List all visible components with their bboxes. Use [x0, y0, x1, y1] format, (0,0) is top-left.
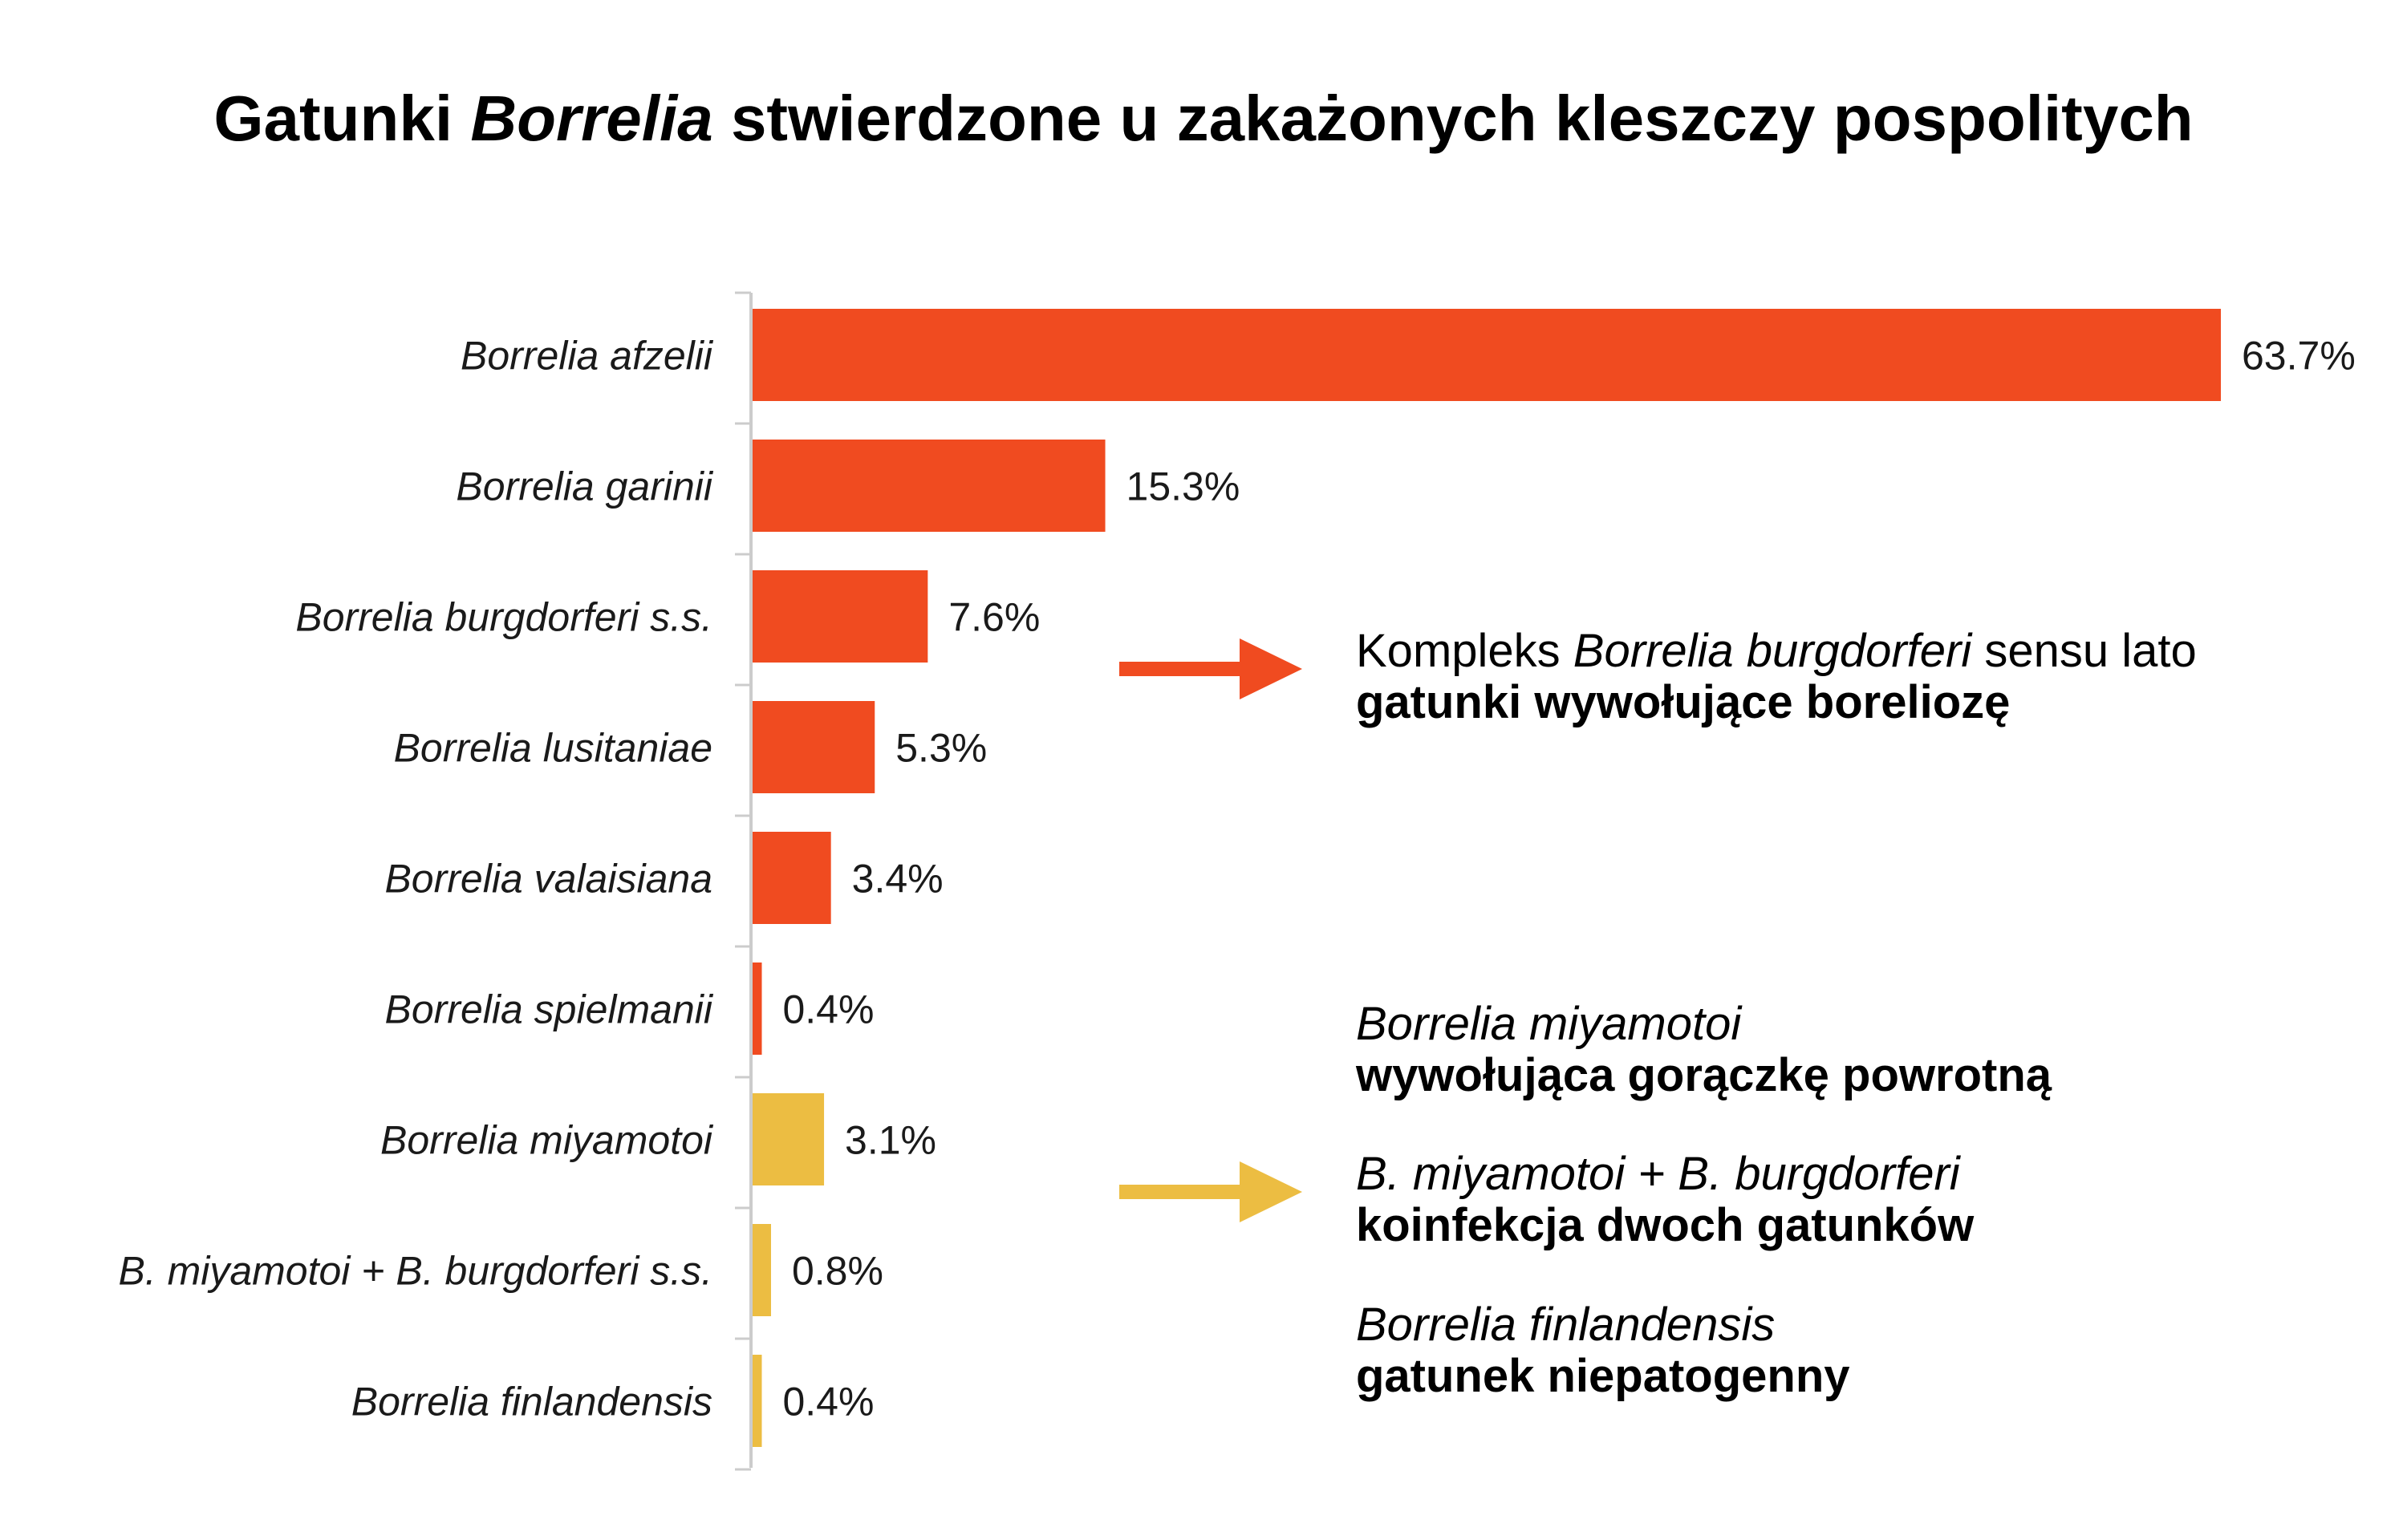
bar — [753, 309, 2221, 401]
note-finlandensis-line2: gatunek niepatogenny — [1356, 1350, 1850, 1402]
note-complex: Kompleks Borrelia burgdorferi sensu lato… — [1356, 626, 2197, 728]
note-coinfection-line2: koinfekcja dwoch gatunków — [1356, 1199, 1975, 1251]
bar — [753, 1093, 825, 1185]
category-label: Borrelia garinii — [456, 464, 713, 509]
category-label: Borrelia afzelii — [461, 334, 714, 379]
category-label: Borrelia miyamotoi — [380, 1118, 714, 1163]
note-coinfection-line1: B. miyamotoi + B. burgdorferi — [1356, 1148, 1960, 1200]
note-complex-italic: Borrelia burgdorferi — [1573, 625, 1972, 677]
category-label: Borrelia lusitaniae — [394, 726, 712, 771]
value-label: 3.1% — [845, 1118, 936, 1163]
bar — [753, 962, 762, 1055]
chart-title: Gatunki Borrelia stwierdzone u zakażonyc… — [0, 80, 2407, 157]
note-complex-line2: gatunki wywołujące boreliozę — [1356, 676, 2011, 728]
note-miyamotoi-line1: Borrelia miyamotoi — [1356, 998, 1742, 1050]
value-label: 0.4% — [782, 1380, 874, 1424]
title-italic: Borrelia — [470, 83, 713, 154]
value-label: 15.3% — [1126, 464, 1240, 509]
value-label: 0.4% — [782, 987, 874, 1032]
value-label: 5.3% — [895, 726, 987, 771]
bar — [753, 440, 1106, 532]
note-miyamotoi: Borrelia miyamotoi wywołująca gorączkę p… — [1356, 999, 2052, 1101]
value-label: 3.4% — [852, 857, 944, 902]
note-finlandensis: Borrelia finlandensis gatunek niepatogen… — [1356, 1299, 1850, 1402]
note-miyamotoi-line2: wywołująca gorączkę powrotną — [1356, 1049, 2052, 1101]
note-finlandensis-line1: Borrelia finlandensis — [1356, 1299, 1776, 1351]
note-complex-word-b: sensu lato — [1984, 625, 2197, 677]
note-complex-word-a: Kompleks — [1356, 625, 1561, 677]
category-label: B. miyamotoi + B. burgdorferi s.s. — [118, 1249, 712, 1294]
value-label: 0.8% — [792, 1249, 883, 1294]
bar — [753, 701, 875, 793]
category-label: Borrelia burgdorferi s.s. — [295, 595, 712, 640]
category-label: Borrelia valaisiana — [384, 857, 712, 902]
yellow-arrow-icon — [1119, 1161, 1302, 1222]
value-label: 63.7% — [2242, 334, 2356, 379]
title-suffix: stwierdzone u zakażonych kleszczy pospol… — [730, 83, 2194, 154]
value-label: 7.6% — [948, 595, 1040, 640]
bar — [753, 570, 928, 663]
note-complex-line1: Kompleks Borrelia burgdorferi sensu lato — [1356, 626, 2197, 677]
title-prefix: Gatunki — [213, 83, 453, 154]
bar — [753, 832, 831, 924]
red-arrow-icon — [1119, 638, 1302, 699]
note-coinfection: B. miyamotoi + B. burgdorferi koinfekcja… — [1356, 1149, 1974, 1251]
category-label: Borrelia spielmanii — [385, 987, 714, 1032]
category-label: Borrelia finlandensis — [351, 1380, 712, 1424]
bar — [753, 1355, 762, 1447]
bar — [753, 1224, 771, 1316]
